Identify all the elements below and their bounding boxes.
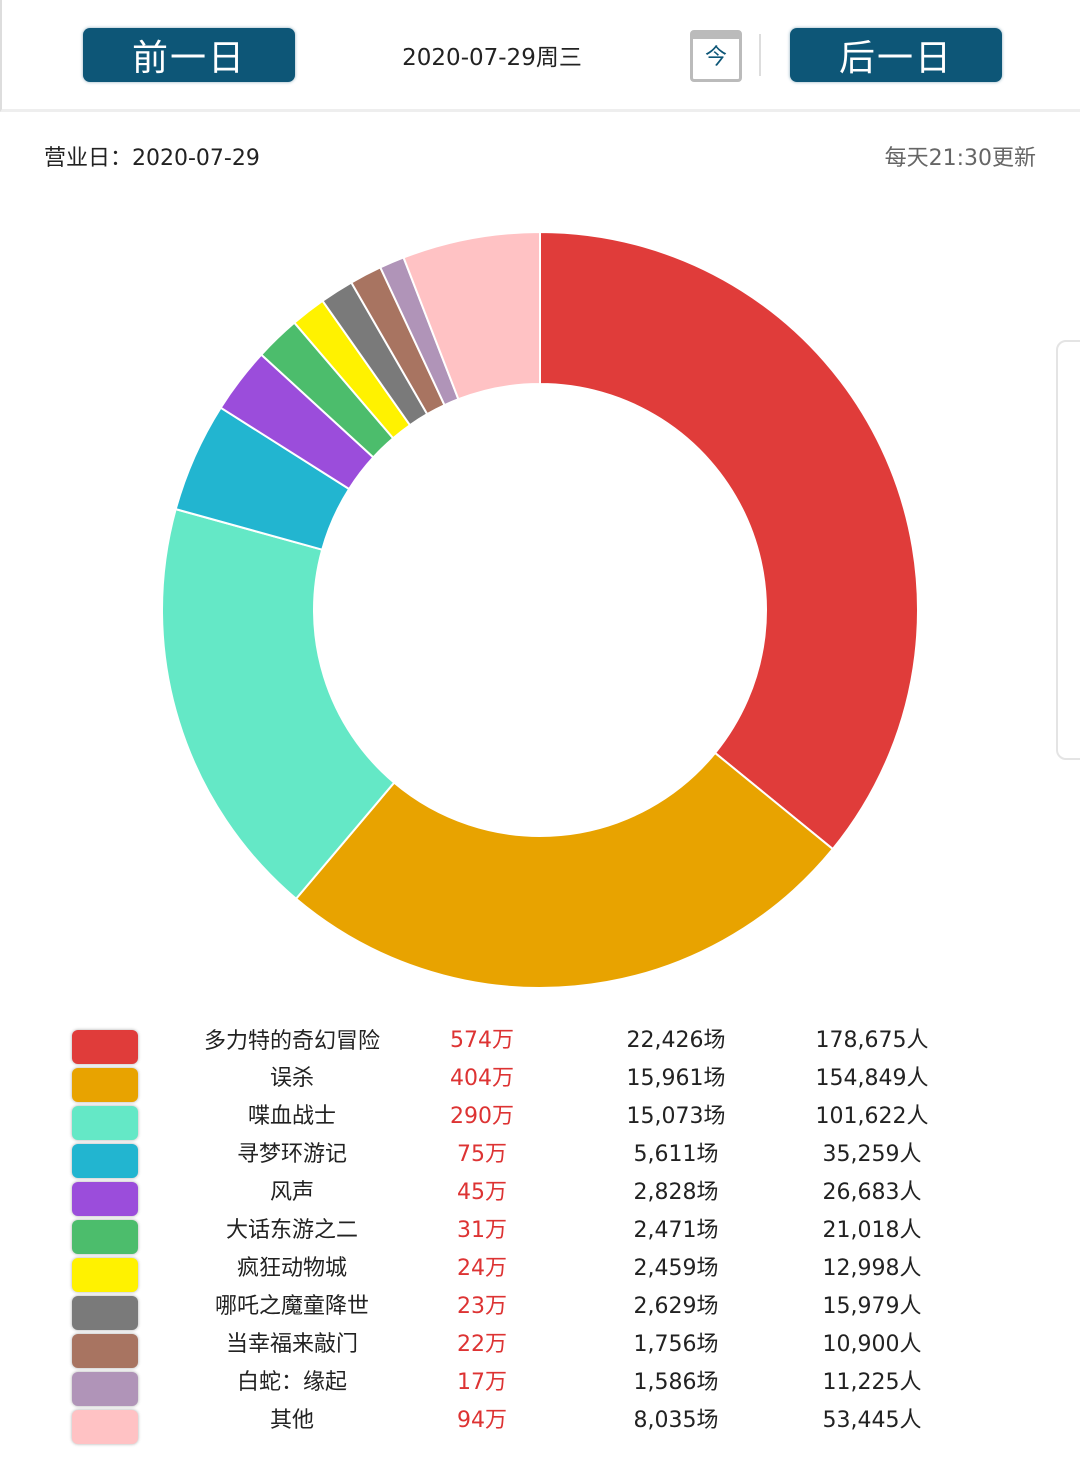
legend-row[interactable]: 多力特的奇幻冒险 574万 22,426场 178,675人	[0, 1028, 1080, 1066]
color-swatch	[72, 1334, 138, 1368]
color-swatch	[72, 1030, 138, 1064]
movie-name: 多力特的奇幻冒险	[203, 1029, 380, 1054]
color-swatch	[72, 1258, 138, 1292]
screenings: 2,828场	[633, 1180, 719, 1205]
color-swatch	[72, 1144, 138, 1178]
box-office: 45万	[457, 1180, 507, 1205]
current-date[interactable]: 2020-07-29周三	[402, 45, 582, 71]
movie-name: 哪吒之魔童降世	[214, 1294, 369, 1319]
screenings: 2,459场	[633, 1256, 719, 1281]
color-swatch	[72, 1372, 138, 1406]
box-office: 75万	[457, 1142, 507, 1167]
audience: 178,675人	[815, 1028, 929, 1053]
donut-slice[interactable]	[402, 230, 541, 401]
legend-row[interactable]: 白蛇：缘起 17万 1,586场 11,225人	[0, 1370, 1080, 1408]
color-swatch	[72, 1220, 138, 1254]
audience: 35,259人	[822, 1142, 922, 1167]
legend-row[interactable]: 当幸福来敲门 22万 1,756场 10,900人	[0, 1332, 1080, 1370]
audience: 21,018人	[822, 1218, 922, 1243]
movie-name: 喋血战士	[247, 1104, 336, 1129]
audience: 154,849人	[815, 1066, 929, 1091]
movie-name: 风声	[269, 1180, 314, 1205]
screenings: 22,426场	[626, 1028, 726, 1053]
legend-row[interactable]: 误杀 404万 15,961场 154,849人	[0, 1066, 1080, 1104]
legend-row[interactable]: 大话东游之二 31万 2,471场 21,018人	[0, 1218, 1080, 1256]
box-office: 31万	[457, 1218, 507, 1243]
color-swatch	[72, 1296, 138, 1330]
top-bar: 前一日 2020-07-29周三 今 后一日	[0, 0, 1080, 112]
screenings: 15,961场	[626, 1066, 726, 1091]
donut-chart	[161, 230, 919, 989]
movie-name: 白蛇：缘起	[236, 1370, 347, 1395]
movie-name: 其他	[269, 1408, 314, 1433]
donut-slice[interactable]	[539, 230, 919, 851]
movie-name: 寻梦环游记	[236, 1142, 347, 1167]
screenings: 2,629场	[633, 1294, 719, 1319]
audience: 15,979人	[822, 1294, 922, 1319]
business-day: 营业日：2020-07-29	[44, 146, 260, 171]
screenings: 8,035场	[633, 1408, 719, 1433]
box-office: 22万	[457, 1332, 507, 1357]
side-tab[interactable]	[1056, 340, 1080, 760]
legend-row[interactable]: 疯狂动物城 24万 2,459场 12,998人	[0, 1256, 1080, 1294]
divider	[759, 34, 761, 76]
color-swatch	[72, 1182, 138, 1216]
next-day-button[interactable]: 后一日	[790, 28, 1002, 82]
movie-name: 当幸福来敲门	[225, 1332, 358, 1357]
screenings: 2,471场	[633, 1218, 719, 1243]
prev-day-button[interactable]: 前一日	[83, 28, 295, 82]
audience: 10,900人	[822, 1332, 922, 1357]
legend-row[interactable]: 寻梦环游记 75万 5,611场 35,259人	[0, 1142, 1080, 1180]
movie-name: 疯狂动物城	[236, 1256, 347, 1281]
audience: 26,683人	[822, 1180, 922, 1205]
donut-slice[interactable]	[161, 507, 396, 901]
movie-name: 误杀	[269, 1066, 314, 1091]
legend-row[interactable]: 风声 45万 2,828场 26,683人	[0, 1180, 1080, 1218]
box-office: 290万	[450, 1104, 514, 1129]
audience: 12,998人	[822, 1256, 922, 1281]
screenings: 1,586场	[633, 1370, 719, 1395]
calendar-today-icon[interactable]: 今	[690, 30, 742, 82]
legend-row[interactable]: 喋血战士 290万 15,073场 101,622人	[0, 1104, 1080, 1142]
color-swatch	[72, 1106, 138, 1140]
screenings: 15,073场	[626, 1104, 726, 1129]
donut-slice[interactable]	[294, 751, 835, 989]
legend-row[interactable]: 哪吒之魔童降世 23万 2,629场 15,979人	[0, 1294, 1080, 1332]
box-office: 17万	[457, 1370, 507, 1395]
box-office: 574万	[450, 1028, 514, 1053]
box-office: 24万	[457, 1256, 507, 1281]
box-office: 23万	[457, 1294, 507, 1319]
color-swatch	[72, 1068, 138, 1102]
audience: 101,622人	[815, 1104, 929, 1129]
audience: 53,445人	[822, 1408, 922, 1433]
legend-row[interactable]: 其他 94万 8,035场 53,445人	[0, 1408, 1080, 1446]
box-office: 94万	[457, 1408, 507, 1433]
box-office: 404万	[450, 1066, 514, 1091]
screenings: 5,611场	[633, 1142, 719, 1167]
movie-name: 大话东游之二	[225, 1218, 358, 1243]
screenings: 1,756场	[633, 1332, 719, 1357]
audience: 11,225人	[822, 1370, 922, 1395]
color-swatch	[72, 1410, 138, 1444]
update-note: 每天21:30更新	[884, 146, 1036, 171]
